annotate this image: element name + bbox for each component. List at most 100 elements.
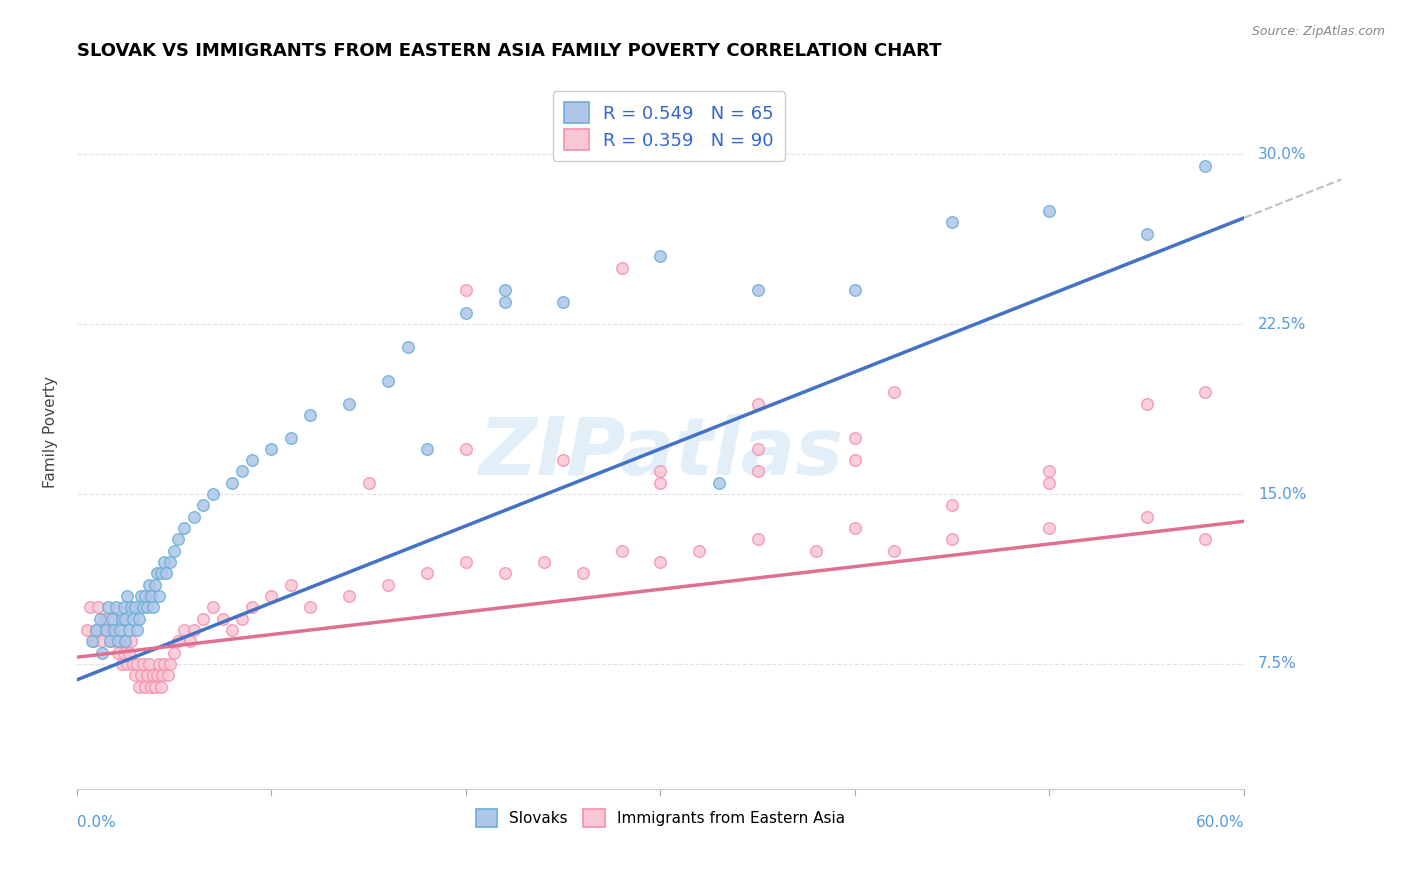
Text: 7.5%: 7.5% bbox=[1258, 657, 1296, 672]
Point bbox=[167, 533, 190, 547]
Point bbox=[134, 680, 156, 694]
Point bbox=[98, 634, 121, 648]
Point bbox=[941, 215, 963, 229]
Point bbox=[110, 657, 132, 671]
Point bbox=[163, 646, 186, 660]
Point bbox=[202, 487, 225, 501]
Point bbox=[86, 623, 108, 637]
Point bbox=[108, 634, 131, 648]
Point bbox=[124, 668, 146, 682]
Point bbox=[1194, 385, 1216, 400]
Text: 60.0%: 60.0% bbox=[1195, 815, 1244, 830]
Point bbox=[118, 623, 141, 637]
Point bbox=[97, 600, 120, 615]
Point bbox=[112, 646, 135, 660]
Point bbox=[650, 249, 672, 263]
Point bbox=[82, 634, 104, 648]
Point bbox=[454, 306, 477, 320]
Point bbox=[260, 589, 283, 603]
Point bbox=[135, 668, 157, 682]
Point bbox=[377, 578, 399, 592]
Point bbox=[112, 600, 135, 615]
Point bbox=[1194, 533, 1216, 547]
Point bbox=[396, 340, 419, 354]
Point bbox=[91, 634, 114, 648]
Point bbox=[114, 634, 136, 648]
Point bbox=[76, 623, 98, 637]
Point bbox=[299, 600, 322, 615]
Point bbox=[1038, 521, 1060, 535]
Point bbox=[650, 475, 672, 490]
Point bbox=[883, 543, 905, 558]
Point bbox=[337, 396, 360, 410]
Point bbox=[211, 612, 233, 626]
Point bbox=[553, 294, 575, 309]
Point bbox=[138, 657, 160, 671]
Point bbox=[494, 294, 516, 309]
Point bbox=[454, 555, 477, 569]
Point bbox=[747, 465, 769, 479]
Point bbox=[129, 589, 152, 603]
Point bbox=[110, 612, 132, 626]
Point bbox=[1194, 159, 1216, 173]
Point bbox=[193, 499, 215, 513]
Point bbox=[138, 578, 160, 592]
Point bbox=[202, 600, 225, 615]
Point bbox=[128, 612, 150, 626]
Point bbox=[357, 475, 380, 490]
Point bbox=[610, 260, 633, 275]
Point bbox=[104, 634, 127, 648]
Point bbox=[173, 521, 195, 535]
Point bbox=[94, 623, 117, 637]
Point bbox=[571, 566, 593, 581]
Point bbox=[193, 612, 215, 626]
Point bbox=[142, 668, 165, 682]
Point bbox=[87, 600, 110, 615]
Point bbox=[148, 589, 170, 603]
Point bbox=[416, 442, 439, 456]
Point bbox=[747, 442, 769, 456]
Point bbox=[145, 668, 167, 682]
Point bbox=[86, 623, 108, 637]
Point bbox=[143, 578, 166, 592]
Point bbox=[101, 612, 124, 626]
Point bbox=[132, 600, 155, 615]
Text: 15.0%: 15.0% bbox=[1258, 487, 1306, 501]
Y-axis label: Family Poverty: Family Poverty bbox=[44, 376, 58, 488]
Point bbox=[83, 634, 105, 648]
Point bbox=[688, 543, 710, 558]
Point bbox=[650, 465, 672, 479]
Point bbox=[159, 657, 181, 671]
Point bbox=[183, 623, 205, 637]
Point bbox=[883, 385, 905, 400]
Point bbox=[103, 623, 125, 637]
Point bbox=[707, 475, 730, 490]
Point bbox=[97, 612, 120, 626]
Point bbox=[89, 612, 111, 626]
Point bbox=[103, 612, 125, 626]
Point bbox=[120, 634, 142, 648]
Point bbox=[145, 566, 167, 581]
Point bbox=[143, 680, 166, 694]
Point bbox=[747, 396, 769, 410]
Point bbox=[1038, 475, 1060, 490]
Point bbox=[494, 566, 516, 581]
Point bbox=[941, 499, 963, 513]
Point bbox=[129, 668, 152, 682]
Point bbox=[155, 566, 177, 581]
Point bbox=[127, 657, 149, 671]
Point bbox=[1038, 465, 1060, 479]
Point bbox=[221, 623, 243, 637]
Point bbox=[149, 566, 172, 581]
Point bbox=[610, 543, 633, 558]
Point bbox=[148, 657, 170, 671]
Point bbox=[240, 453, 263, 467]
Point bbox=[120, 600, 142, 615]
Point bbox=[280, 431, 302, 445]
Point bbox=[149, 680, 172, 694]
Point bbox=[844, 283, 866, 297]
Point bbox=[221, 475, 243, 490]
Point bbox=[117, 589, 139, 603]
Point bbox=[231, 465, 253, 479]
Point bbox=[142, 600, 165, 615]
